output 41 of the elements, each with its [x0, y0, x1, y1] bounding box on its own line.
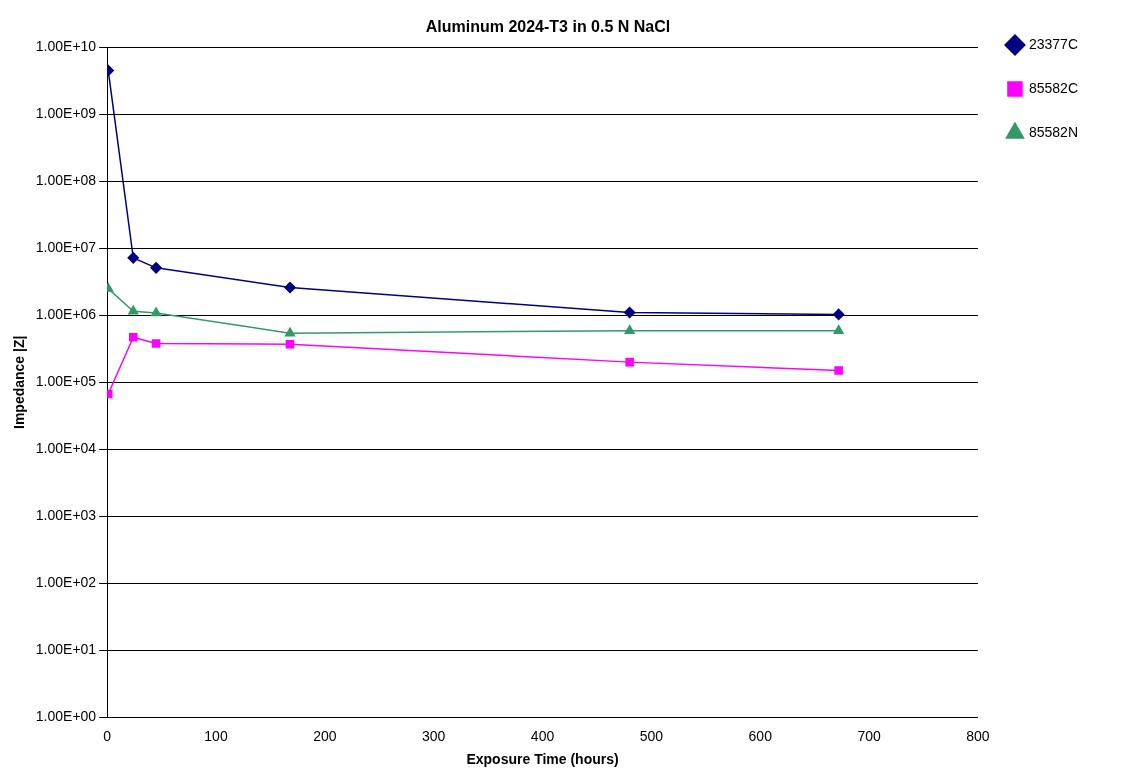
point	[127, 252, 140, 264]
y-tick-label: 1.00E+03	[35, 507, 97, 524]
point	[151, 339, 161, 348]
point	[623, 306, 636, 319]
y-tick-label: 1.00E+08	[35, 172, 97, 189]
legend-label: 85582C	[1028, 79, 1079, 96]
x-tick-label: 200	[313, 727, 337, 744]
y-tick-label: 1.00E+10	[35, 38, 97, 55]
point	[834, 366, 843, 375]
y-tick-label: 1.00E+00	[35, 708, 97, 725]
point	[833, 324, 844, 334]
y-tick-label: 1.00E+04	[35, 440, 97, 457]
point	[285, 339, 295, 349]
x-tick-label: 800	[966, 727, 990, 744]
x-axis-title: Exposure Time (hours)	[466, 751, 619, 768]
x-tick-label: 500	[639, 727, 664, 744]
y-axis-title: Impedance |Z|	[11, 335, 28, 430]
point	[284, 281, 296, 294]
point	[624, 324, 635, 334]
y-tick-label: 1.00E+02	[35, 574, 97, 591]
legend-label: 23377C	[1028, 35, 1079, 52]
y-tick-label: 1.00E+01	[35, 641, 97, 658]
legend-label: 85582N	[1028, 123, 1079, 140]
point	[832, 308, 845, 321]
point	[128, 305, 139, 315]
x-tick-label: 300	[422, 727, 446, 744]
x-tick-label: 400	[530, 727, 555, 744]
point	[128, 332, 138, 342]
x-tick-label: 0	[103, 727, 112, 744]
y-tick-label: 1.00E+05	[35, 373, 97, 390]
x-tick-label: 100	[204, 727, 228, 744]
point	[284, 327, 296, 337]
x-tick-label: 700	[857, 727, 881, 744]
y-tick-label: 1.00E+06	[35, 306, 97, 323]
x-tick-label: 600	[748, 727, 773, 744]
point	[150, 262, 162, 274]
point	[151, 307, 162, 317]
point	[625, 357, 634, 367]
chart-title: Aluminum 2024-T3 in 0.5 N NaCl	[425, 18, 671, 36]
y-tick-label: 1.00E+09	[35, 105, 97, 122]
y-tick-label: 1.00E+07	[35, 239, 97, 256]
